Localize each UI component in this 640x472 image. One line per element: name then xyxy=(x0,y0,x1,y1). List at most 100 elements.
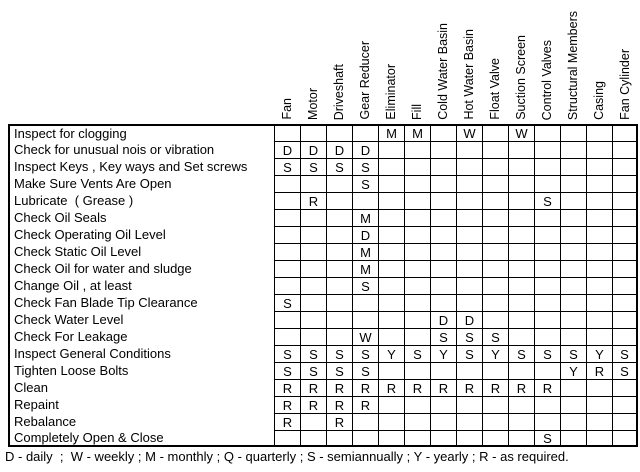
schedule-cell xyxy=(534,396,560,413)
schedule-cell xyxy=(404,209,430,226)
schedule-cell xyxy=(456,226,482,243)
schedule-cell: R xyxy=(274,396,300,413)
schedule-cell xyxy=(300,430,326,447)
column-header-eliminator: Eliminator xyxy=(378,0,404,124)
schedule-cell xyxy=(612,209,638,226)
schedule-cell xyxy=(508,430,534,447)
schedule-cell xyxy=(612,328,638,345)
schedule-cell xyxy=(456,277,482,294)
schedule-cell xyxy=(612,379,638,396)
row-label: Check for unusual nois or vibration xyxy=(8,141,274,158)
schedule-cell xyxy=(404,396,430,413)
column-header-label: Control Valves xyxy=(539,39,554,120)
schedule-cell xyxy=(482,124,508,141)
schedule-cell xyxy=(612,430,638,447)
schedule-cell xyxy=(300,175,326,192)
row-label: Completely Open & Close xyxy=(8,430,274,447)
schedule-cell: S xyxy=(456,345,482,362)
column-header-hot-water-basin: Hot Water Basin xyxy=(456,0,482,124)
schedule-cell xyxy=(560,413,586,430)
column-header-label: Casing xyxy=(591,81,606,120)
schedule-cell: S xyxy=(274,158,300,175)
schedule-cell xyxy=(560,175,586,192)
schedule-cell xyxy=(612,141,638,158)
schedule-cell: R xyxy=(378,379,404,396)
schedule-cell xyxy=(560,124,586,141)
column-header-fan: Fan xyxy=(274,0,300,124)
schedule-cell xyxy=(326,192,352,209)
schedule-cell: R xyxy=(508,379,534,396)
schedule-cell: R xyxy=(456,379,482,396)
schedule-cell: Y xyxy=(378,345,404,362)
schedule-cell xyxy=(508,277,534,294)
schedule-cell xyxy=(326,328,352,345)
schedule-cell xyxy=(300,277,326,294)
schedule-cell xyxy=(482,141,508,158)
schedule-cell: S xyxy=(326,158,352,175)
schedule-cell xyxy=(482,260,508,277)
schedule-cell xyxy=(378,226,404,243)
schedule-cell: S xyxy=(534,430,560,447)
schedule-cell xyxy=(534,413,560,430)
row-label: Tighten Loose Bolts xyxy=(8,362,274,379)
schedule-cell xyxy=(274,124,300,141)
schedule-cell xyxy=(456,158,482,175)
schedule-cell xyxy=(560,141,586,158)
row-label: Inspect for clogging xyxy=(8,124,274,141)
schedule-cell xyxy=(456,243,482,260)
schedule-cell: S xyxy=(300,345,326,362)
schedule-cell xyxy=(508,192,534,209)
schedule-cell xyxy=(300,243,326,260)
schedule-cell: S xyxy=(352,175,378,192)
schedule-cell xyxy=(430,413,456,430)
schedule-cell xyxy=(586,277,612,294)
schedule-cell xyxy=(612,311,638,328)
schedule-cell xyxy=(404,192,430,209)
schedule-cell xyxy=(378,430,404,447)
row-label: Rebalance xyxy=(8,413,274,430)
schedule-cell xyxy=(326,175,352,192)
schedule-cell: D xyxy=(456,311,482,328)
schedule-cell: S xyxy=(352,362,378,379)
schedule-cell: S xyxy=(300,158,326,175)
row-label: Check Oil Seals xyxy=(8,209,274,226)
schedule-cell xyxy=(456,430,482,447)
schedule-cell xyxy=(274,311,300,328)
schedule-cell xyxy=(534,362,560,379)
schedule-cell xyxy=(482,396,508,413)
schedule-cell xyxy=(404,362,430,379)
schedule-cell xyxy=(560,328,586,345)
schedule-cell xyxy=(508,328,534,345)
schedule-cell xyxy=(482,430,508,447)
schedule-cell xyxy=(430,277,456,294)
schedule-cell xyxy=(430,396,456,413)
schedule-cell xyxy=(560,243,586,260)
schedule-cell xyxy=(560,294,586,311)
schedule-cell xyxy=(378,141,404,158)
column-header-label: Float Valve xyxy=(487,58,502,120)
schedule-cell: Y xyxy=(560,362,586,379)
schedule-cell: S xyxy=(456,328,482,345)
schedule-cell xyxy=(300,226,326,243)
schedule-cell xyxy=(560,277,586,294)
schedule-cell: S xyxy=(560,345,586,362)
schedule-cell xyxy=(586,260,612,277)
schedule-cell: M xyxy=(378,124,404,141)
schedule-cell xyxy=(586,124,612,141)
maintenance-schedule-table: Fan Motor Driveshaft Gear Reducer Eliminator… xyxy=(8,0,638,447)
schedule-cell: R xyxy=(352,379,378,396)
schedule-cell xyxy=(378,413,404,430)
schedule-cell xyxy=(612,413,638,430)
schedule-cell xyxy=(378,209,404,226)
schedule-cell: D xyxy=(352,226,378,243)
schedule-cell xyxy=(482,413,508,430)
schedule-cell xyxy=(586,311,612,328)
schedule-cell: S xyxy=(274,362,300,379)
schedule-cell xyxy=(326,260,352,277)
schedule-cell xyxy=(378,158,404,175)
schedule-cell: W xyxy=(508,124,534,141)
schedule-cell xyxy=(586,396,612,413)
column-header-structural-members: Structural Members xyxy=(560,0,586,124)
schedule-cell xyxy=(274,277,300,294)
schedule-cell xyxy=(534,328,560,345)
